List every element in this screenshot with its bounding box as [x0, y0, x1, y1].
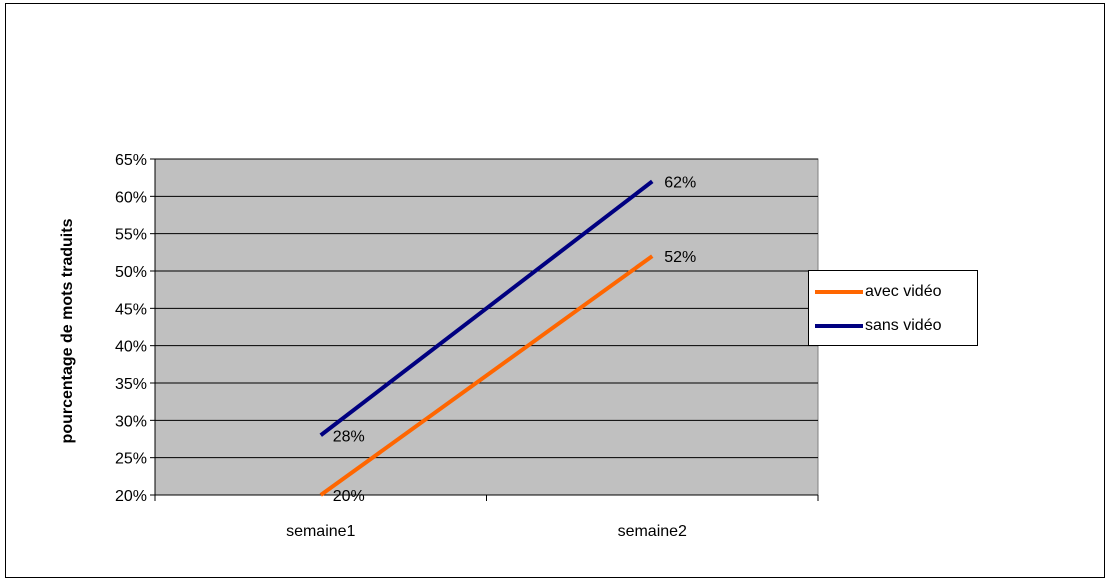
data-label: 62%	[664, 174, 696, 191]
legend: avec vidéo sans vidéo	[808, 270, 978, 346]
x-tick-label: semaine2	[618, 523, 687, 540]
y-tick-label: 30%	[115, 413, 147, 430]
legend-item-sans-video: sans vidéo	[815, 316, 942, 336]
x-tick-label: semaine1	[286, 523, 355, 540]
data-label: 28%	[333, 428, 365, 445]
legend-item-avec-video: avec vidéo	[815, 282, 942, 302]
legend-swatch-avec-video	[815, 290, 863, 294]
y-tick-label: 65%	[115, 152, 147, 169]
data-label: 20%	[333, 488, 365, 505]
y-tick-label: 40%	[115, 339, 147, 356]
axes: 20% 25% 30% 35% 40% 45% 50% 55% 60% 65% semaine1 se…	[115, 152, 819, 540]
series-lines	[319, 179, 654, 497]
plot-area	[154, 158, 819, 496]
gridlines	[155, 158, 818, 459]
data-labels: 20% 52% 28% 62%	[333, 174, 697, 505]
series-line-avec-video	[319, 254, 654, 497]
y-tick-label: 35%	[115, 376, 147, 393]
y-tick-label: 50%	[115, 264, 147, 281]
y-tick-label: 60%	[115, 189, 147, 206]
y-tick-label: 25%	[115, 451, 147, 468]
y-tick-label: 55%	[115, 227, 147, 244]
legend-label-avec-video: avec vidéo	[865, 283, 942, 300]
y-axis-title: pourcentage de mots traduits	[59, 218, 76, 443]
data-label: 52%	[664, 249, 696, 266]
legend-label-sans-video: sans vidéo	[865, 317, 942, 334]
y-tick-label: 20%	[115, 488, 147, 505]
series-line-sans-video	[319, 179, 654, 437]
y-tick-label: 45%	[115, 301, 147, 318]
legend-swatch-sans-video	[815, 324, 863, 328]
